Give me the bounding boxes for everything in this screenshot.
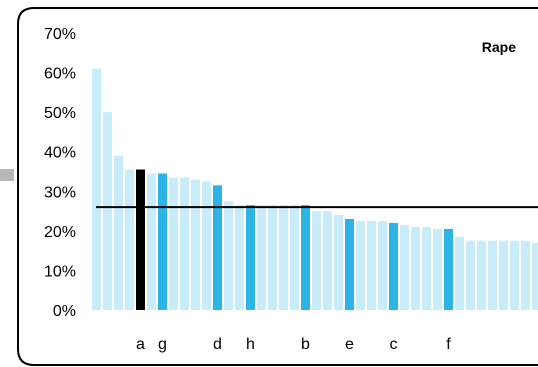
y-tick-label: 10% [44,263,76,280]
y-tick-label: 50% [44,105,76,122]
highlighted-bar [158,173,167,310]
bar [378,220,387,310]
bar [532,242,538,310]
bar [180,177,189,310]
y-tick-label: 30% [44,184,76,201]
y-tick-label: 0% [53,303,76,320]
bar [103,112,112,311]
bar [224,201,233,310]
y-axis-ticks: 0% 10% 20% 30% 40% 50% 60% 70% [44,26,76,320]
highlighted-bar [444,228,453,310]
bar [169,177,178,310]
x-label-e: e [345,336,354,353]
side-connector [0,169,14,181]
bar [367,220,376,310]
bar [488,240,497,310]
bar [279,205,288,310]
y-tick-label: 20% [44,224,76,241]
bar [466,240,475,310]
bar [114,155,123,310]
chart-title: Rape [482,39,516,55]
selected-bar [136,169,145,310]
x-label-b: b [301,336,310,353]
bar [433,228,442,310]
highlighted-bar [246,205,255,310]
bar [323,211,332,310]
bar [411,226,420,310]
y-tick-label: 60% [44,66,76,83]
bar [257,205,266,310]
bar [455,236,464,310]
bar [290,205,299,310]
highlighted-bar [213,185,222,310]
bar [147,173,156,310]
x-label-h: h [246,336,255,353]
x-label-g: g [158,336,167,353]
y-tick-label: 70% [44,26,76,43]
x-label-d: d [213,336,222,353]
bar [235,205,244,310]
y-tick-label: 40% [44,145,76,162]
highlighted-bar [389,222,398,310]
bar [510,240,519,310]
bar [191,179,200,310]
bar [521,240,530,310]
highlighted-bar [301,205,310,310]
highlighted-bar [345,218,354,310]
bar [477,240,486,310]
bar [92,68,101,310]
bar [422,226,431,310]
chart-frame [17,7,538,366]
x-label-f: f [446,336,451,353]
bar [400,224,409,310]
x-label-c: c [390,336,398,353]
bar [356,220,365,310]
bar [202,181,211,310]
bar [268,205,277,310]
bar [125,169,134,310]
bar [334,215,343,310]
x-label-a: a [136,336,145,353]
bar [499,240,508,310]
bar [312,211,321,310]
bars [92,68,538,311]
